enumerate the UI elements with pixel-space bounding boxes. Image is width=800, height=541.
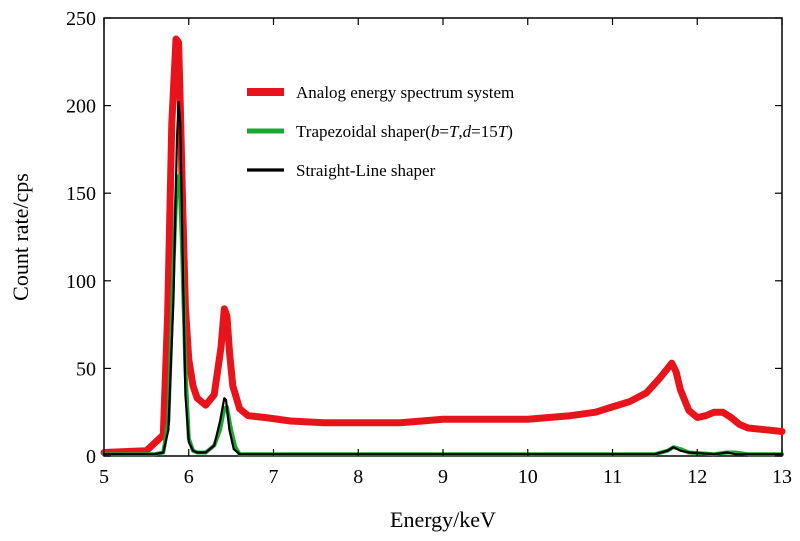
legend-label-part: ) [507,122,513,141]
x-tick-label: 12 [687,466,707,488]
legend-label-3: Straight-Line shaper [296,161,436,180]
x-tick-label: 7 [269,466,279,488]
y-tick-label: 150 [66,183,96,205]
y-tick-label: 200 [66,96,96,118]
y-tick-label: 250 [66,8,96,30]
legend-label-part: b [431,122,440,141]
x-tick-label: 6 [184,466,194,488]
legend-label-1: Analog energy spectrum system [296,83,514,102]
legend-label-2: Trapezoidal shaper(b=T,d=15T) [296,122,513,141]
x-tick-label: 9 [438,466,448,488]
x-tick-label: 5 [99,466,109,488]
x-tick-label: 13 [772,466,792,488]
legend-label-part: = [439,122,449,141]
x-tick-label: 8 [353,466,363,488]
legend-label-part: =15 [471,122,498,141]
legend-label-part: d [463,122,472,141]
y-axis-ticks: 0 50 100 150 200 250 [66,8,782,468]
legend-label-part: T [449,122,460,141]
legend: Analog energy spectrum system Trapezoidal… [247,83,514,180]
legend-label-part: , [458,122,462,141]
series-line-3 [102,101,784,456]
series-line-2 [102,173,784,457]
x-tick-label: 10 [518,466,538,488]
y-tick-label: 0 [86,446,96,468]
x-axis-ticks: 5 6 7 8 9 10 11 12 13 [99,18,792,488]
x-tick-label: 11 [603,466,622,488]
y-axis-title: Count rate/cps [8,173,33,301]
legend-label-part: T [498,122,509,141]
x-axis-title: Energy/keV [390,507,496,532]
y-tick-label: 50 [76,358,96,380]
y-tick-label: 100 [66,271,96,293]
legend-label-part: Trapezoidal shaper( [296,122,431,141]
series-layer [100,35,786,457]
